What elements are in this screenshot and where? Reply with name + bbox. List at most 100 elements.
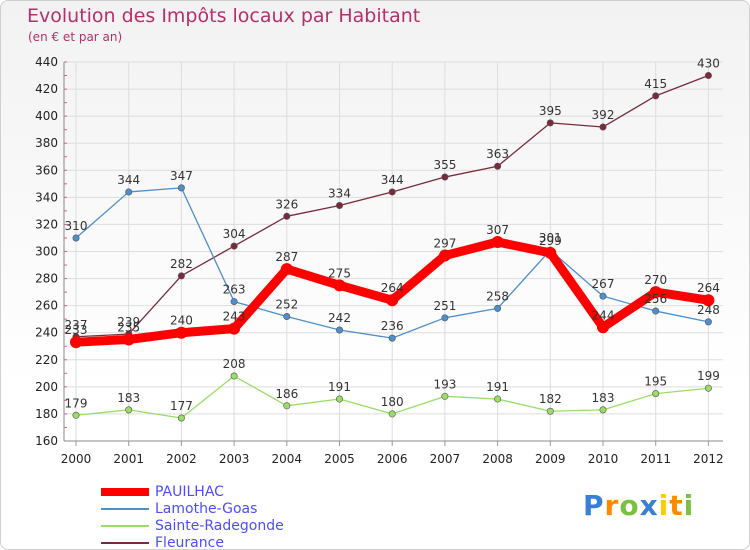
logo-letter: t: [669, 489, 684, 522]
point-pauilhac-2002: [175, 326, 188, 339]
data-label-pauilhac-2002: 240: [170, 314, 193, 328]
point-pauilhac-2004: [280, 263, 293, 276]
point-lamothe-goas-2007: [441, 314, 449, 322]
point-pauilhac-2000: [70, 336, 82, 349]
data-label-fleurance-2001: 239: [117, 315, 140, 329]
data-label-fleurance-2011: 415: [644, 77, 667, 91]
data-label-fleurance-2006: 344: [381, 173, 404, 187]
point-fleurance-2003: [230, 242, 238, 250]
point-pauilhac-2001: [122, 333, 135, 346]
legend-swatch-fleurance: [101, 542, 149, 544]
data-label-sainte-radegonde-2010: 183: [592, 391, 615, 405]
data-label-fleurance-2009: 395: [539, 104, 562, 118]
data-label-sainte-radegonde-2002: 177: [170, 399, 193, 413]
y-tick-label-11: 380: [35, 136, 58, 150]
logo-letter: x: [639, 489, 659, 522]
data-label-sainte-radegonde-2011: 195: [644, 375, 667, 389]
y-tick-label-0: 160: [35, 434, 58, 448]
point-lamothe-goas-2000: [72, 234, 80, 242]
point-pauilhac-2003: [228, 322, 241, 335]
point-fleurance-2012: [704, 72, 712, 80]
y-tick-label-8: 320: [35, 217, 58, 231]
data-label-pauilhac-2005: 275: [328, 266, 351, 280]
data-label-lamothe-goas-2004: 252: [275, 297, 298, 311]
data-label-pauilhac-2010: 244: [592, 308, 615, 322]
data-label-sainte-radegonde-2000: 179: [65, 396, 88, 410]
data-label-sainte-radegonde-2001: 183: [117, 391, 140, 405]
point-lamothe-goas-2001: [125, 188, 133, 196]
x-tick-label-4: 2004: [272, 452, 303, 466]
point-pauilhac-2011: [649, 286, 662, 299]
point-pauilhac-2006: [386, 294, 399, 307]
data-label-pauilhac-2006: 264: [381, 281, 404, 295]
data-label-pauilhac-2012: 264: [697, 281, 720, 295]
data-label-lamothe-goas-2012: 248: [697, 303, 720, 317]
data-label-lamothe-goas-2003: 263: [223, 283, 246, 297]
point-lamothe-goas-2004: [283, 312, 291, 320]
data-label-lamothe-goas-2009: 301: [539, 231, 562, 245]
data-label-pauilhac-2003: 243: [223, 310, 246, 324]
data-label-lamothe-goas-2008: 258: [486, 289, 509, 303]
data-label-lamothe-goas-2006: 236: [381, 319, 404, 333]
proxiti-logo: Proxiti: [583, 489, 694, 522]
data-label-sainte-radegonde-2004: 186: [275, 387, 298, 401]
data-label-fleurance-2003: 304: [223, 227, 246, 241]
point-sainte-radegonde-2006: [388, 410, 396, 418]
x-tick-label-9: 2009: [535, 452, 566, 466]
chart-title: Evolution des Impôts locaux par Habitant: [27, 5, 421, 27]
point-lamothe-goas-2008: [494, 304, 502, 312]
data-label-sainte-radegonde-2003: 208: [223, 357, 246, 371]
point-fleurance-2007: [441, 173, 449, 181]
logo-letter: i: [683, 489, 695, 522]
x-tick-label-2: 2002: [166, 452, 197, 466]
y-tick-label-14: 440: [35, 55, 58, 69]
logo-letter: o: [619, 489, 640, 522]
legend-label-pauilhac: PAUILHAC: [155, 484, 224, 500]
x-tick-label-12: 2012: [693, 452, 724, 466]
data-label-sainte-radegonde-2009: 182: [539, 392, 562, 406]
data-label-lamothe-goas-2002: 347: [170, 169, 193, 183]
data-label-sainte-radegonde-2005: 191: [328, 380, 351, 394]
point-lamothe-goas-2002: [177, 184, 185, 192]
logo-letter: r: [604, 489, 620, 522]
x-tick-label-0: 2000: [61, 452, 92, 466]
data-label-fleurance-2010: 392: [592, 108, 615, 122]
x-tick-label-7: 2007: [430, 452, 461, 466]
point-sainte-radegonde-2004: [283, 402, 291, 410]
point-sainte-radegonde-2005: [335, 395, 343, 403]
point-pauilhac-2012: [702, 294, 715, 307]
legend-swatch-lamothe-goas: [101, 508, 149, 510]
point-sainte-radegonde-2008: [494, 395, 502, 403]
data-label-pauilhac-2008: 307: [486, 223, 509, 237]
x-tick-label-1: 2001: [113, 452, 144, 466]
chart-subtitle: (en € et par an): [28, 30, 123, 44]
y-tick-label-13: 420: [35, 82, 58, 96]
point-sainte-radegonde-2011: [652, 390, 660, 398]
point-lamothe-goas-2012: [704, 318, 712, 326]
point-pauilhac-2008: [491, 236, 504, 249]
legend-label-lamothe-goas: Lamothe-Goas: [155, 501, 258, 517]
point-pauilhac-2009: [544, 246, 557, 259]
data-label-fleurance-2005: 334: [328, 186, 351, 200]
y-tick-label-6: 280: [35, 272, 58, 286]
legend-label-sainte-radegonde: Sainte-Radegonde: [155, 518, 284, 534]
y-tick-label-9: 340: [35, 190, 58, 204]
data-label-pauilhac-2009: 299: [539, 234, 562, 248]
point-fleurance-2008: [494, 162, 502, 170]
x-tick-label-11: 2011: [640, 452, 671, 466]
data-label-pauilhac-2011: 270: [644, 273, 667, 287]
y-tick-label-7: 300: [35, 245, 58, 259]
point-sainte-radegonde-2009: [546, 407, 554, 415]
point-sainte-radegonde-2001: [125, 406, 133, 414]
point-sainte-radegonde-2002: [177, 414, 185, 422]
logo-letter: i: [658, 489, 670, 522]
data-label-fleurance-2007: 355: [433, 158, 456, 172]
point-lamothe-goas-2005: [335, 326, 343, 334]
point-sainte-radegonde-2007: [441, 392, 449, 400]
point-fleurance-2009: [546, 119, 554, 127]
point-lamothe-goas-2011: [652, 307, 660, 315]
y-tick-label-4: 240: [35, 326, 58, 340]
x-tick-label-3: 2003: [219, 452, 250, 466]
